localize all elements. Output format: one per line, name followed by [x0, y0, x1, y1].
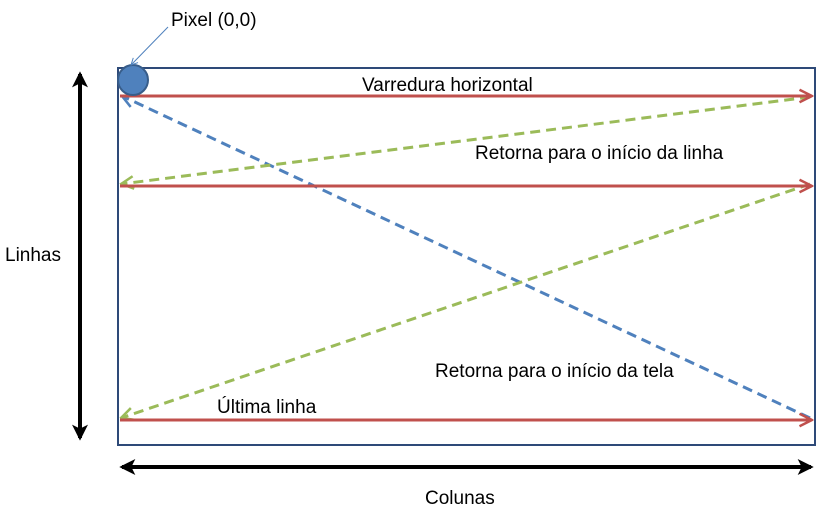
- vertical-retrace-line: [122, 96, 811, 420]
- return-screen-start-label: Retorna para o início da tela: [435, 361, 674, 382]
- pixel-callout-arrow: [131, 26, 169, 65]
- columns-axis-label: Colunas: [425, 488, 495, 509]
- return-line-start-label: Retorna para o início da linha: [475, 143, 724, 164]
- pixel-origin-dot: [117, 64, 149, 96]
- horizontal-retrace-line-2: [121, 182, 811, 418]
- rows-axis-label: Linhas: [5, 245, 61, 266]
- horizontal-retrace-line-1: [121, 95, 811, 184]
- pixel-origin-label: Pixel (0,0): [171, 10, 257, 31]
- last-line-label: Última linha: [217, 396, 317, 418]
- screen-frame: [117, 67, 816, 446]
- horizontal-scan-label: Varredura horizontal: [362, 75, 533, 96]
